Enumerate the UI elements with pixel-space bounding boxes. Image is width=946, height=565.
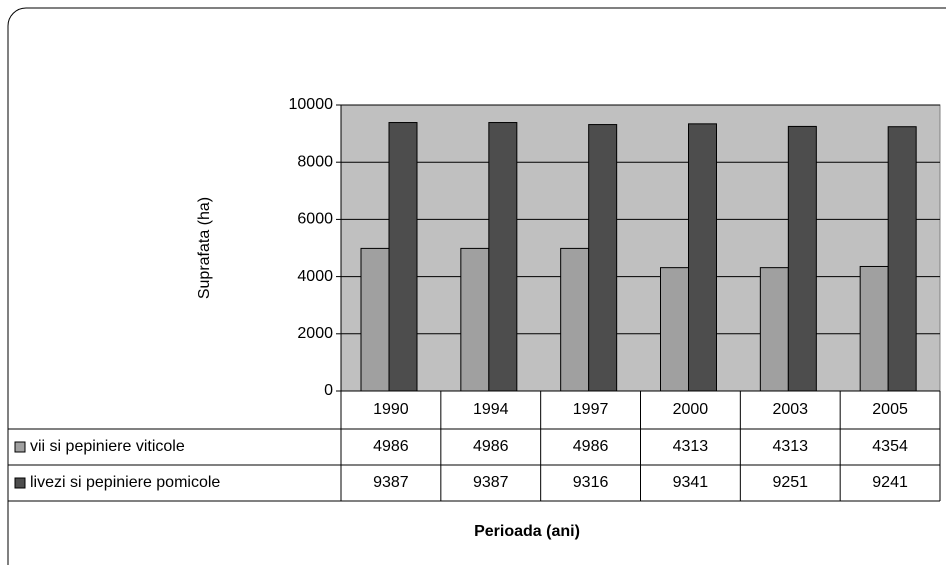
bar xyxy=(688,123,717,392)
x-tick-label: 1997 xyxy=(573,401,609,418)
x-tick-label: 2000 xyxy=(673,401,709,418)
y-tick-label: 6000 xyxy=(297,211,333,228)
plot-background xyxy=(340,104,941,392)
bar xyxy=(560,247,590,392)
table-value: 4313 xyxy=(772,438,808,455)
bar xyxy=(460,247,490,392)
table-value: 4986 xyxy=(473,438,509,455)
table-value: 4354 xyxy=(872,438,908,455)
table-value: 4986 xyxy=(373,438,409,455)
bar xyxy=(360,247,390,392)
x-tick-label: 2003 xyxy=(772,401,808,418)
x-tick-label: 1994 xyxy=(473,401,509,418)
y-tick-label: 10000 xyxy=(289,96,334,113)
table-value: 9316 xyxy=(573,474,609,491)
legend-key xyxy=(14,477,26,489)
x-tick-label: 1990 xyxy=(373,401,409,418)
bar xyxy=(759,267,789,392)
table-value: 9251 xyxy=(772,474,808,491)
bar xyxy=(859,265,889,392)
y-tick-label: 2000 xyxy=(297,325,333,342)
table-value: 4313 xyxy=(673,438,709,455)
legend-label: vii si pepiniere viticole xyxy=(30,438,185,455)
bar xyxy=(388,122,418,392)
y-axis-title: Suprafata (ha) xyxy=(196,197,213,299)
table-value: 9241 xyxy=(872,474,908,491)
table-value: 9387 xyxy=(473,474,509,491)
bar xyxy=(887,126,917,392)
table-value: 4986 xyxy=(573,438,609,455)
y-tick-label: 8000 xyxy=(297,153,333,170)
legend-key xyxy=(14,441,26,453)
bar xyxy=(787,125,817,392)
legend-label: livezi si pepiniere pomicole xyxy=(30,474,220,491)
bar xyxy=(488,122,518,392)
y-tick-label: 0 xyxy=(324,382,333,399)
x-tick-label: 2005 xyxy=(872,401,908,418)
table-value: 9387 xyxy=(373,474,409,491)
bar xyxy=(588,124,618,392)
table-value: 9341 xyxy=(673,474,709,491)
x-axis-title: Perioada (ani) xyxy=(474,523,580,540)
bar xyxy=(660,267,689,392)
y-tick-label: 4000 xyxy=(297,268,333,285)
